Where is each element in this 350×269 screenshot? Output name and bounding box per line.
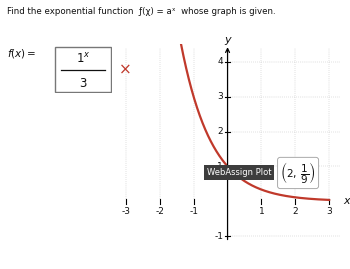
Text: 2: 2 (293, 207, 298, 217)
Text: -2: -2 (155, 207, 164, 217)
Text: 2: 2 (217, 127, 223, 136)
FancyBboxPatch shape (55, 47, 111, 92)
Text: 3: 3 (327, 207, 332, 217)
Text: $\left(2,\;\dfrac{1}{9}\right)$: $\left(2,\;\dfrac{1}{9}\right)$ (280, 160, 316, 186)
Text: 4: 4 (217, 57, 223, 66)
Text: $1^x$: $1^x$ (76, 51, 90, 65)
Text: Find the exponential function  ƒ(χ) = aˣ  whose graph is given.: Find the exponential function ƒ(χ) = aˣ … (7, 7, 276, 16)
Text: WebAssign Plot: WebAssign Plot (206, 168, 271, 177)
Text: 3: 3 (217, 92, 223, 101)
Text: 1: 1 (259, 207, 264, 217)
Text: -3: -3 (121, 207, 130, 217)
Text: x: x (344, 196, 350, 206)
Text: $f(x) =$: $f(x) =$ (7, 47, 36, 60)
Text: $\times$: $\times$ (118, 61, 131, 76)
Text: -1: -1 (189, 207, 198, 217)
Text: $3$: $3$ (79, 77, 88, 90)
Text: -1: -1 (214, 232, 223, 240)
Text: y: y (224, 35, 231, 45)
Text: 1: 1 (217, 162, 223, 171)
